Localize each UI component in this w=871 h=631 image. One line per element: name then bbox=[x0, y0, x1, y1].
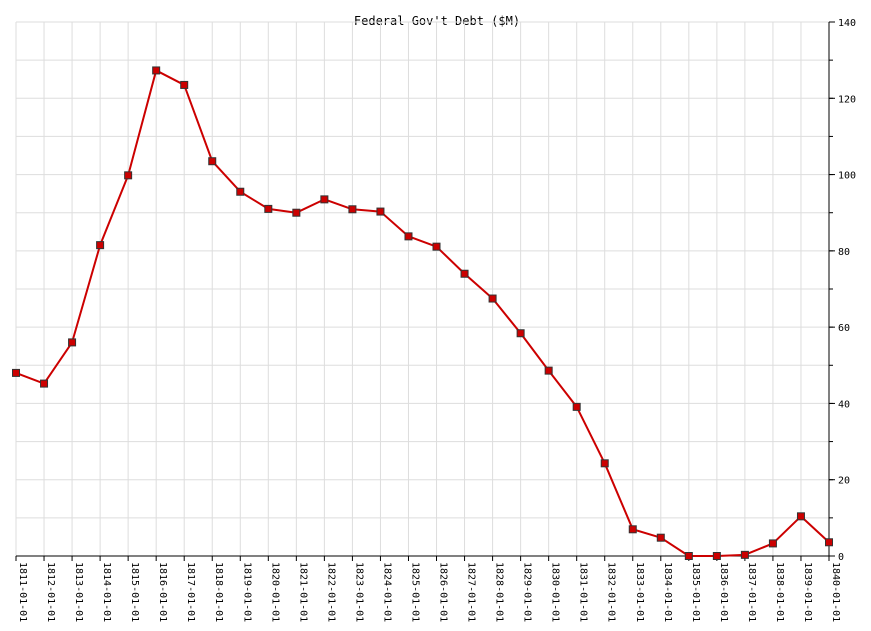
x-tick-label: 1829-01-01 bbox=[522, 562, 533, 622]
data-point bbox=[208, 157, 217, 166]
data-point bbox=[825, 538, 833, 547]
series-layer bbox=[12, 66, 833, 560]
data-point bbox=[264, 204, 273, 213]
data-point bbox=[572, 402, 581, 411]
x-tick-label: 1813-01-01 bbox=[73, 562, 84, 622]
x-tick-label: 1815-01-01 bbox=[129, 562, 140, 622]
data-point bbox=[740, 550, 749, 559]
data-point bbox=[68, 338, 77, 347]
data-point bbox=[488, 294, 497, 303]
data-point bbox=[376, 207, 385, 216]
y-tick-label: 60 bbox=[838, 323, 850, 334]
data-point bbox=[432, 242, 441, 251]
y-tick-label: 100 bbox=[838, 171, 856, 182]
y-tick-label: 80 bbox=[838, 247, 850, 258]
x-tick-label: 1840-01-01 bbox=[830, 562, 841, 622]
data-point bbox=[656, 533, 665, 542]
y-tick-label: 20 bbox=[838, 476, 850, 487]
x-tick-label: 1838-01-01 bbox=[774, 562, 785, 622]
x-tick-label: 1814-01-01 bbox=[101, 562, 112, 622]
series-line bbox=[15, 69, 830, 557]
x-tick-label: 1811-01-01 bbox=[17, 562, 28, 622]
data-point bbox=[544, 366, 553, 375]
data-point bbox=[600, 459, 609, 468]
x-axis-ticks: 1811-01-01 1812-01-01 1813-01-01 1814-01-01… bbox=[17, 562, 841, 622]
x-tick-label: 1820-01-01 bbox=[269, 562, 280, 622]
x-tick-label: 1826-01-01 bbox=[438, 562, 449, 622]
data-point bbox=[180, 80, 189, 89]
x-tick-label: 1817-01-01 bbox=[185, 562, 196, 622]
data-point bbox=[320, 195, 329, 204]
data-point bbox=[768, 539, 777, 548]
x-tick-label: 1819-01-01 bbox=[241, 562, 252, 622]
data-point bbox=[516, 329, 525, 338]
data-point bbox=[236, 187, 245, 196]
data-point bbox=[460, 269, 469, 278]
x-tick-label: 1839-01-01 bbox=[802, 562, 813, 622]
x-tick-label: 1825-01-01 bbox=[409, 562, 420, 622]
data-point bbox=[348, 205, 357, 214]
data-point bbox=[628, 525, 637, 534]
x-tick-label: 1830-01-01 bbox=[550, 562, 561, 622]
data-point bbox=[292, 208, 301, 217]
x-tick-label: 1821-01-01 bbox=[297, 562, 308, 622]
chart-title: Federal Gov't Debt ($M) bbox=[354, 14, 520, 28]
x-tick-label: 1833-01-01 bbox=[634, 562, 645, 622]
data-point bbox=[404, 232, 413, 241]
x-tick-label: 1831-01-01 bbox=[578, 562, 589, 622]
x-tick-label: 1827-01-01 bbox=[466, 562, 477, 622]
y-tick-label: 40 bbox=[838, 399, 850, 410]
x-tick-label: 1822-01-01 bbox=[325, 562, 336, 622]
x-tick-label: 1828-01-01 bbox=[494, 562, 505, 622]
data-point bbox=[12, 368, 20, 377]
data-point bbox=[96, 241, 105, 250]
x-tick-label: 1836-01-01 bbox=[718, 562, 729, 622]
x-tick-label: 1832-01-01 bbox=[606, 562, 617, 622]
x-tick-label: 1812-01-01 bbox=[45, 562, 56, 622]
x-tick-label: 1816-01-01 bbox=[157, 562, 168, 622]
grid bbox=[15, 21, 830, 557]
data-point bbox=[796, 512, 805, 521]
x-tick-label: 1818-01-01 bbox=[213, 562, 224, 622]
data-point bbox=[124, 171, 133, 180]
data-point bbox=[40, 379, 49, 388]
y-tick-label: 120 bbox=[838, 94, 856, 105]
data-point bbox=[712, 552, 721, 560]
x-tick-label: 1835-01-01 bbox=[690, 562, 701, 622]
x-tick-label: 1837-01-01 bbox=[746, 562, 757, 622]
data-point bbox=[684, 552, 693, 560]
y-tick-label: 140 bbox=[838, 18, 856, 29]
x-tick-label: 1834-01-01 bbox=[662, 562, 673, 622]
data-point bbox=[152, 66, 161, 75]
y-axis-ticks: 0 20 40 60 80 100 120 140 bbox=[838, 18, 856, 563]
x-tick-label: 1823-01-01 bbox=[353, 562, 364, 622]
y-tick-label: 0 bbox=[838, 552, 844, 563]
x-tick-label: 1824-01-01 bbox=[381, 562, 392, 622]
